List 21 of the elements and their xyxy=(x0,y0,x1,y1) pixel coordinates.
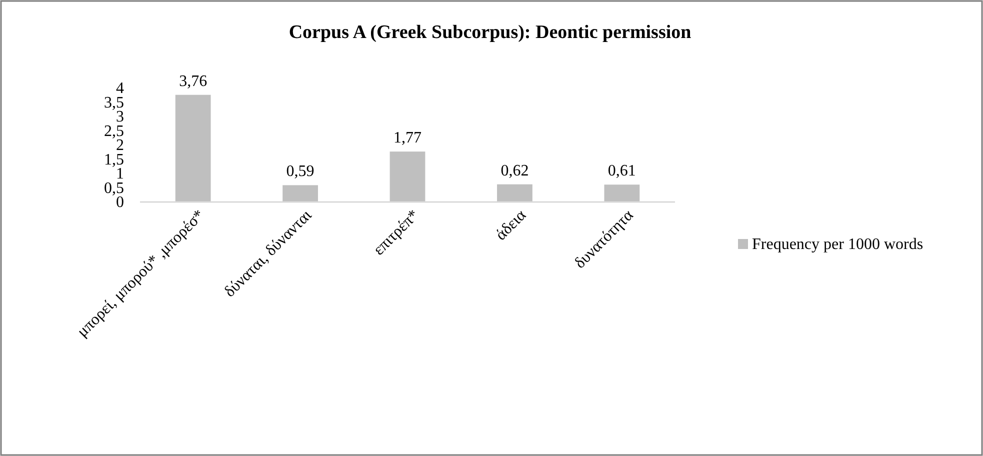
bar xyxy=(497,184,532,202)
legend-label: Frequency per 1000 words xyxy=(752,236,924,253)
y-tick-label: 1 xyxy=(116,166,124,182)
chart-title: Corpus A (Greek Subcorpus): Deontic permission xyxy=(288,22,692,43)
data-label: 1,77 xyxy=(394,130,422,147)
bar xyxy=(390,152,426,202)
y-tick-label: 2,5 xyxy=(104,122,124,140)
data-label: 3,76 xyxy=(179,72,208,90)
y-tick-label: 3 xyxy=(116,108,124,126)
bar xyxy=(175,94,211,202)
bar xyxy=(604,184,640,202)
y-tick-label: 3,5 xyxy=(104,94,124,112)
y-tick-label: 0,5 xyxy=(104,180,124,197)
data-label: 0,59 xyxy=(286,163,314,180)
data-label: 0,62 xyxy=(500,162,529,180)
y-tick-label: 4 xyxy=(116,80,124,97)
y-tick-label: 0 xyxy=(116,194,124,211)
bar xyxy=(282,185,318,202)
y-tick-label: 1,5 xyxy=(104,151,124,168)
data-label: 0,61 xyxy=(608,162,636,180)
y-tick-label: 2 xyxy=(116,137,124,154)
